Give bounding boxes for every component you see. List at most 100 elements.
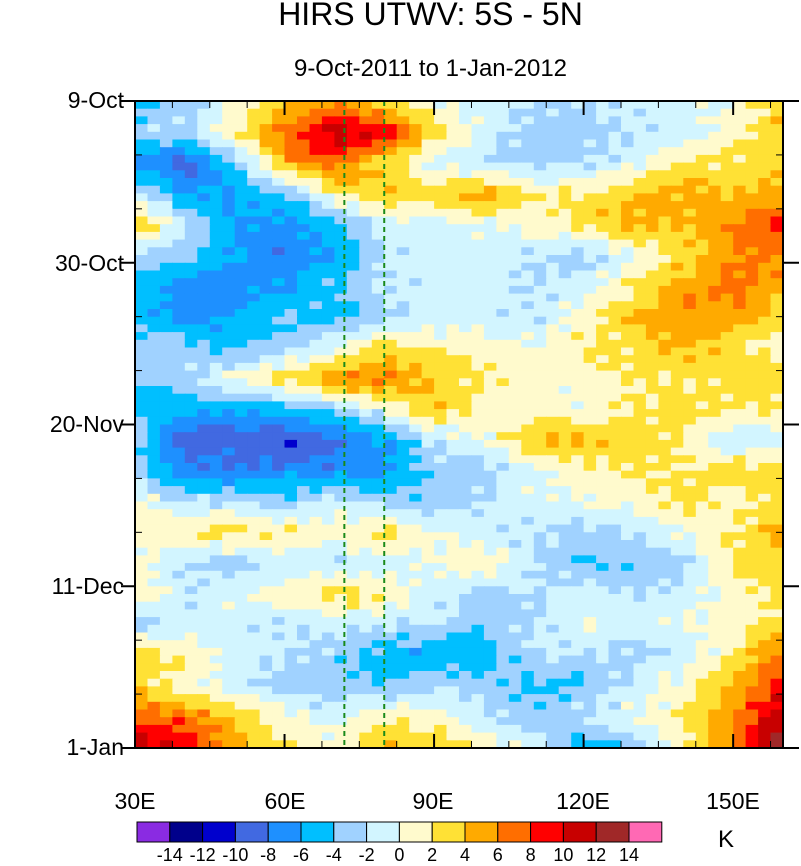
contour-cell xyxy=(209,609,223,618)
contour-cell xyxy=(384,116,398,125)
contour-cell xyxy=(459,108,473,117)
contour-cell xyxy=(172,285,186,295)
contour-cell xyxy=(147,570,161,580)
contour-cell xyxy=(708,717,722,726)
contour-cell xyxy=(583,732,597,741)
contour-cell xyxy=(209,301,223,310)
contour-cell xyxy=(708,124,722,133)
contour-cell xyxy=(359,694,373,703)
contour-cell xyxy=(184,362,198,372)
contour-cell xyxy=(284,185,298,194)
contour-cell xyxy=(409,455,423,464)
contour-cell xyxy=(708,324,722,333)
contour-cell xyxy=(434,193,448,202)
contour-cell xyxy=(608,270,622,279)
contour-cell xyxy=(396,732,410,741)
colorbar-box xyxy=(333,821,368,843)
contour-cell xyxy=(471,224,485,233)
contour-cell xyxy=(371,293,385,302)
contour-cell xyxy=(135,216,149,225)
contour-cell xyxy=(745,293,759,302)
contour-cell xyxy=(459,316,473,325)
contour-cell xyxy=(571,185,585,194)
contour-cell xyxy=(346,347,360,356)
contour-cell xyxy=(147,586,161,595)
contour-cell xyxy=(434,586,448,595)
contour-cell xyxy=(633,547,647,556)
contour-cell xyxy=(745,655,759,664)
contour-cell xyxy=(621,724,635,734)
contour-cell xyxy=(670,678,684,687)
contour-cell xyxy=(558,486,572,495)
contour-cell xyxy=(209,694,223,703)
contour-cell xyxy=(209,393,223,402)
contour-cell xyxy=(209,439,223,449)
contour-cell xyxy=(321,463,335,472)
contour-cell xyxy=(272,493,286,503)
contour-cell xyxy=(471,570,485,580)
contour-cell xyxy=(521,701,535,711)
contour-cell xyxy=(147,594,161,603)
contour-cell xyxy=(459,409,473,418)
contour-cell xyxy=(209,416,223,426)
contour-cell xyxy=(284,309,298,318)
contour-cell xyxy=(334,709,348,718)
contour-cell xyxy=(384,617,398,626)
contour-cell xyxy=(733,671,747,680)
contour-cell xyxy=(234,285,248,295)
contour-cell xyxy=(284,686,298,695)
contour-cell xyxy=(396,601,410,610)
contour-cell xyxy=(396,655,410,664)
contour-cell xyxy=(334,686,348,695)
contour-cell xyxy=(533,601,547,610)
contour-cell xyxy=(695,147,709,156)
contour-cell xyxy=(695,154,709,164)
contour-cell xyxy=(558,532,572,541)
contour-cell xyxy=(321,493,335,503)
contour-cell xyxy=(184,108,198,117)
contour-cell xyxy=(758,108,772,117)
contour-cell xyxy=(571,247,585,256)
contour-cell xyxy=(334,231,348,241)
contour-cell xyxy=(621,547,635,556)
contour-cell xyxy=(247,401,261,410)
contour-cell xyxy=(571,393,585,402)
contour-cell xyxy=(384,162,398,171)
contour-cell xyxy=(471,278,485,287)
contour-cell xyxy=(770,162,784,171)
contour-cell xyxy=(546,732,560,741)
contour-cell xyxy=(670,524,684,533)
contour-cell xyxy=(471,116,485,125)
contour-cell xyxy=(434,216,448,225)
contour-cell xyxy=(670,101,684,110)
contour-cell xyxy=(247,532,261,541)
contour-cell xyxy=(371,686,385,695)
contour-cell xyxy=(670,586,684,595)
contour-cell xyxy=(608,124,622,133)
contour-cell xyxy=(508,201,522,210)
contour-cell xyxy=(683,694,697,703)
contour-cell xyxy=(409,262,423,272)
contour-cell xyxy=(222,416,236,426)
contour-cell xyxy=(508,339,522,349)
contour-cell xyxy=(209,278,223,287)
contour-cell xyxy=(197,740,211,749)
contour-cell xyxy=(670,617,684,626)
contour-cell xyxy=(758,555,772,564)
contour-cell xyxy=(571,124,585,133)
contour-cell xyxy=(272,640,286,649)
contour-cell xyxy=(633,185,647,194)
contour-cell xyxy=(695,239,709,248)
contour-cell xyxy=(658,193,672,202)
contour-cell xyxy=(172,124,186,133)
contour-cell xyxy=(384,524,398,533)
contour-cell xyxy=(247,516,261,526)
contour-cell xyxy=(359,131,373,141)
contour-cell xyxy=(633,239,647,248)
contour-cell xyxy=(733,401,747,410)
contour-cell xyxy=(259,578,273,587)
contour-cell xyxy=(297,447,311,456)
contour-cell xyxy=(608,262,622,272)
contour-cell xyxy=(621,270,635,279)
contour-cell xyxy=(247,309,261,318)
